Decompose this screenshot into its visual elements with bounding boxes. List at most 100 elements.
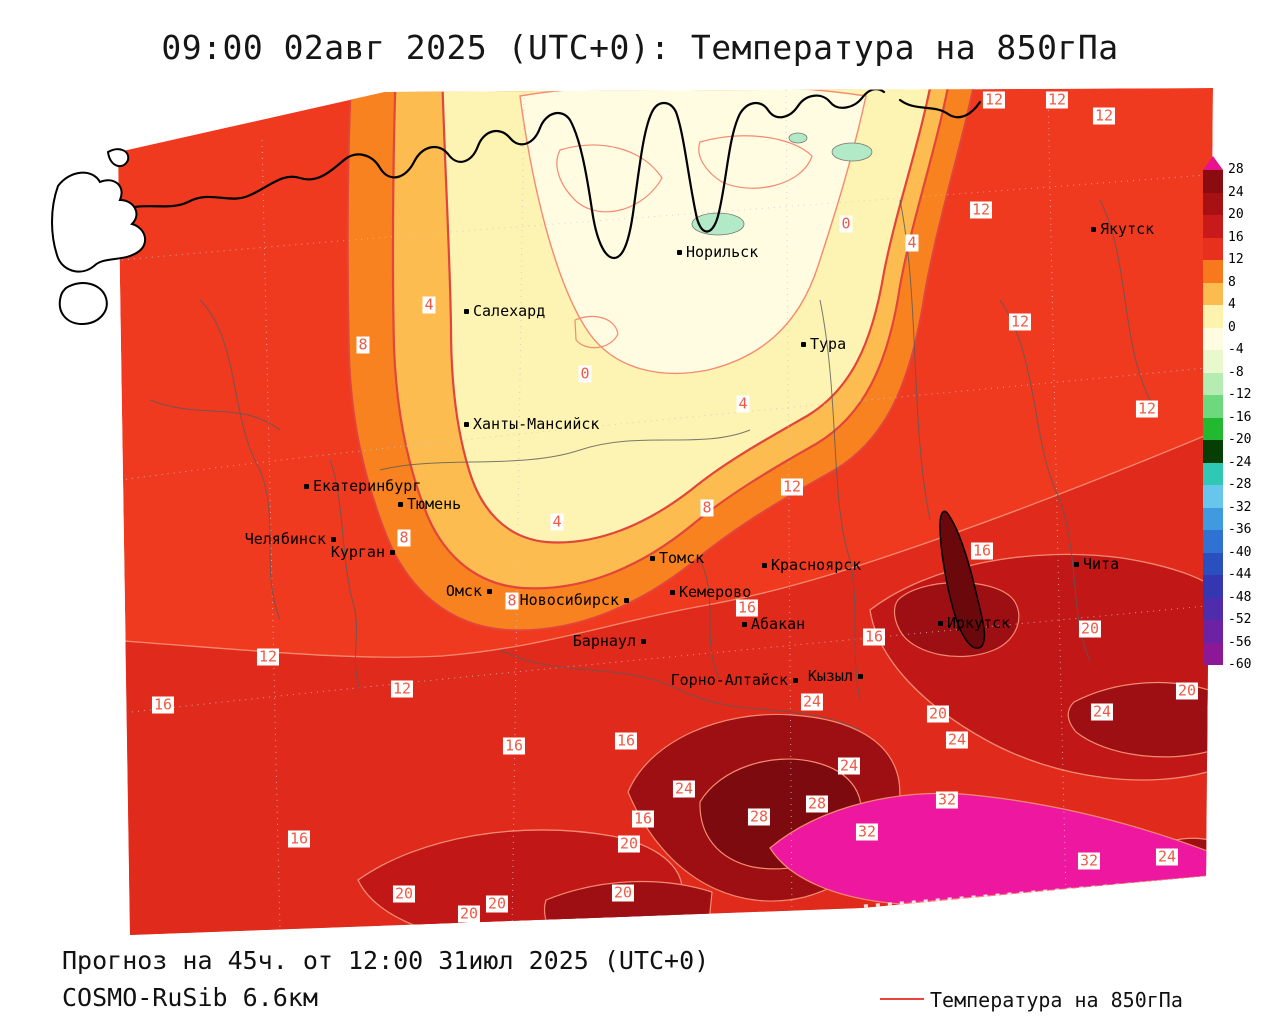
- colorbar-label: -40: [1228, 544, 1252, 560]
- contour-label: 20: [1175, 681, 1199, 700]
- colorbar-label: -44: [1228, 567, 1252, 582]
- city-dot: [624, 598, 629, 603]
- lake-baikal: [939, 510, 986, 649]
- contour-label: 32: [935, 790, 959, 809]
- cold-spot: [831, 142, 873, 162]
- coastline: [898, 98, 982, 119]
- city-label: Екатеринбург: [313, 477, 422, 495]
- colorbar-cells: [1203, 170, 1223, 665]
- colorbar-cell: [1203, 485, 1223, 508]
- colorbar-label: -28: [1228, 477, 1252, 492]
- city-label: Кемерово: [679, 583, 752, 601]
- colorbar-cell: [1203, 305, 1223, 328]
- city-dot: [1091, 227, 1096, 232]
- colorbar-cell: [1203, 462, 1223, 485]
- zone-below-0: [519, 88, 867, 375]
- city-label: Томск: [659, 549, 705, 567]
- city-dot: [641, 639, 646, 644]
- city-label: Абакан: [751, 615, 806, 633]
- contour-label: 32: [1077, 851, 1101, 870]
- contour-label: 12: [780, 477, 804, 496]
- contour-label: 24: [1155, 847, 1179, 866]
- colorbar-cell: [1203, 260, 1223, 283]
- contour-label: 0: [578, 364, 592, 383]
- contour-label: 24: [672, 779, 696, 798]
- contour-label: 8: [700, 498, 714, 517]
- city-dot: [650, 556, 655, 561]
- contour-label: 20: [457, 904, 481, 923]
- city-dot: [304, 484, 309, 489]
- contour-label: 8: [356, 335, 370, 354]
- city-dot: [487, 589, 492, 594]
- contour-label: 16: [862, 627, 886, 646]
- contour-label: 12: [1008, 312, 1032, 331]
- colorbar-cell: [1203, 507, 1223, 530]
- city-dot: [801, 342, 806, 347]
- cold-spot: [788, 132, 808, 144]
- contour-label: 20: [617, 834, 641, 853]
- city-label: Кызыл: [807, 667, 853, 685]
- contour-label: 4: [905, 233, 919, 252]
- colorbar-cell: [1203, 350, 1223, 373]
- colorbar-cell: [1203, 552, 1223, 575]
- colorbar-cell: [1203, 620, 1223, 643]
- colorbar-label: -8: [1228, 364, 1244, 380]
- admin-borders: [149, 199, 1151, 731]
- city-dot: [1074, 562, 1079, 567]
- colorbar-label: -16: [1228, 409, 1252, 425]
- colorbar-label: 24: [1228, 184, 1244, 200]
- colorbar-label: -48: [1228, 589, 1252, 605]
- contour-label: 20: [926, 704, 950, 723]
- city-dot: [677, 250, 682, 255]
- inner-contour: [574, 315, 619, 349]
- contour-label: 12: [982, 90, 1006, 109]
- contour-label: 16: [287, 829, 311, 848]
- colorbar-cell: [1203, 530, 1223, 553]
- graticule: [119, 89, 1207, 935]
- city-label: Омск: [445, 582, 482, 600]
- colorbar-label: 20: [1228, 207, 1244, 222]
- colorbar-label: -20: [1228, 432, 1252, 447]
- contour-label: 12: [1092, 106, 1116, 125]
- colorbar-label: 28: [1228, 162, 1244, 177]
- city-label: Салехард: [473, 302, 546, 320]
- contour-label: 24: [945, 730, 969, 749]
- contour-label: 16: [614, 731, 638, 750]
- city-label: Красноярск: [771, 556, 862, 574]
- contour-label: 12: [1135, 399, 1159, 418]
- city-label: Иркутск: [947, 614, 1011, 632]
- contour-label: 20: [611, 883, 635, 902]
- city-label: Барнаул: [572, 632, 636, 650]
- colorbar-cell: [1203, 192, 1223, 215]
- west-coast-shapes: [51, 148, 147, 326]
- contour-label: 16: [151, 695, 175, 714]
- zone-above-32: [769, 792, 1211, 905]
- legend-contour-line: [880, 998, 924, 1000]
- contour-label: 16: [735, 598, 759, 617]
- zone-24-28: [1067, 681, 1213, 758]
- legend-label: Температура на 850гПа: [930, 988, 1183, 1012]
- city-label: Тура: [810, 335, 847, 353]
- city-label: Горно-Алтайск: [670, 671, 788, 689]
- city-dot: [762, 563, 767, 568]
- city-label: Ханты-Мансийск: [473, 415, 600, 433]
- city-dot: [331, 537, 336, 542]
- city-label: Тюмень: [407, 495, 462, 513]
- city-dot: [938, 621, 943, 626]
- contour-label: 0: [839, 214, 853, 233]
- city-dot: [670, 590, 675, 595]
- city-dot: [464, 422, 469, 427]
- contour-label: 28: [805, 794, 829, 813]
- colorbar-cell: [1203, 372, 1223, 395]
- colorbar-label: 16: [1228, 229, 1244, 245]
- contour-label: 12: [390, 679, 414, 698]
- colorbar-arrow: [1203, 156, 1223, 170]
- city-dot: [742, 622, 747, 627]
- temperature-colorbar: [1203, 156, 1223, 665]
- model-info: COSMO-RuSib 6.6км: [62, 983, 318, 1012]
- contour-label: 4: [550, 512, 564, 531]
- colorbar-label: 12: [1228, 252, 1244, 267]
- contour-label: 24: [800, 692, 824, 711]
- colorbar-cell: [1203, 575, 1223, 598]
